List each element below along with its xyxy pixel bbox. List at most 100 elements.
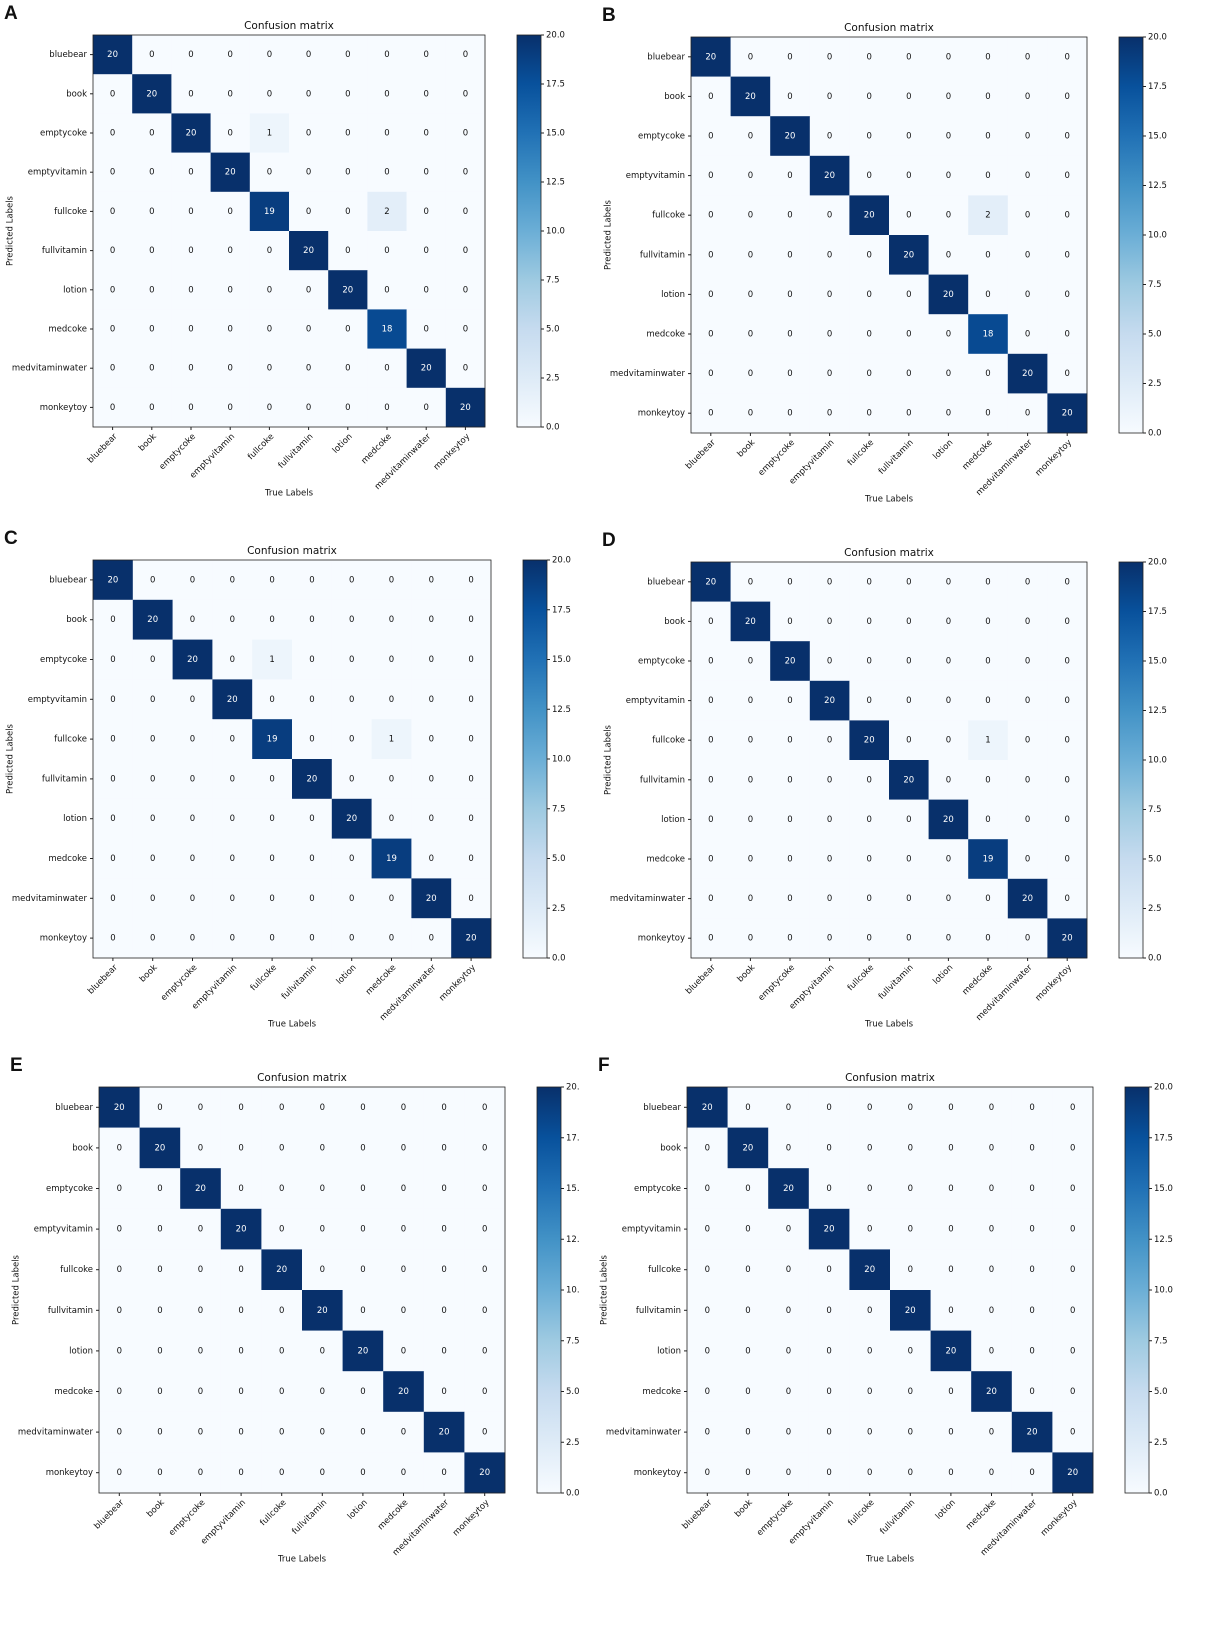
- cell-label: 0: [786, 1143, 791, 1153]
- colorbar-tick-label: 7.5: [566, 1336, 580, 1346]
- cell-label: 0: [360, 1143, 365, 1153]
- cell-label: 0: [946, 617, 951, 627]
- cell: [406, 191, 447, 232]
- cell: [406, 35, 447, 75]
- cell: [928, 918, 969, 959]
- cell-label: 2: [384, 207, 389, 217]
- cell-label: 0: [150, 814, 155, 824]
- cell-label: 0: [110, 403, 115, 413]
- y-tick-label: fullvitamin: [42, 774, 87, 784]
- cell: [132, 639, 173, 680]
- cell: [730, 76, 771, 117]
- cell: [1011, 1208, 1053, 1250]
- cell-label: 0: [906, 211, 911, 221]
- cell: [212, 838, 253, 879]
- cell-label: 0: [238, 1143, 243, 1153]
- cell: [768, 1330, 810, 1372]
- colorbar-tick-label: 0.0: [1148, 954, 1162, 964]
- cell-label: 0: [149, 168, 154, 178]
- colorbar-tick-label: 5.0: [566, 1387, 580, 1397]
- cell: [406, 231, 447, 271]
- cell-label: 0: [866, 330, 871, 340]
- cell: [252, 679, 293, 720]
- cell: [93, 759, 134, 800]
- cell-label: 0: [1070, 1265, 1075, 1275]
- cell: [691, 601, 731, 642]
- cell: [292, 599, 333, 640]
- cell-label: 0: [1029, 1387, 1034, 1397]
- cell: [180, 1290, 222, 1331]
- cell-label: 0: [708, 250, 713, 260]
- cell-label: 0: [188, 403, 193, 413]
- cell-label: 0: [1070, 1143, 1075, 1153]
- cell-label: 0: [867, 1143, 872, 1153]
- colorbar-tick-label: 12.5: [1148, 706, 1167, 716]
- cell-label: 0: [708, 211, 713, 221]
- cell: [171, 74, 211, 114]
- cell: [220, 1127, 262, 1169]
- cell: [261, 1168, 303, 1210]
- cell: [292, 838, 333, 879]
- cell-label: 0: [188, 50, 193, 60]
- cell-label: 0: [1064, 52, 1069, 62]
- cell: [1007, 314, 1048, 355]
- cell: [289, 309, 329, 349]
- cell-label: 0: [279, 1346, 284, 1356]
- cell-label: 20: [225, 168, 236, 178]
- cell-label: 0: [309, 615, 314, 625]
- cell: [730, 37, 771, 77]
- cell: [302, 1087, 343, 1128]
- cell-label: 0: [748, 657, 753, 667]
- cell-label: 0: [748, 250, 753, 260]
- cell-label: 0: [423, 129, 428, 139]
- cell-label: 0: [230, 774, 235, 784]
- cell-label: 0: [1025, 617, 1030, 627]
- cell: [809, 601, 850, 642]
- cell: [139, 1087, 181, 1128]
- cell: [249, 74, 290, 114]
- cell-label: 0: [705, 1225, 710, 1235]
- cell-label: 0: [157, 1428, 162, 1438]
- cell-label: 0: [1070, 1103, 1075, 1113]
- cell: [464, 1330, 506, 1372]
- cell-label: 20: [1062, 934, 1073, 944]
- cell: [968, 720, 1009, 761]
- cell-label: 0: [787, 92, 792, 102]
- cell-label: 0: [279, 1143, 284, 1153]
- cell-label: 0: [482, 1428, 487, 1438]
- cell-label: 0: [866, 290, 871, 300]
- cell: [687, 1249, 728, 1291]
- cell: [809, 720, 850, 761]
- cell-label: 0: [110, 814, 115, 824]
- cell: [406, 74, 447, 114]
- cell: [132, 35, 172, 75]
- cell: [930, 1290, 972, 1331]
- cell: [1007, 918, 1048, 959]
- x-tick-label: emptycoke: [158, 432, 198, 472]
- cell-label: 0: [906, 736, 911, 746]
- cell-label: 0: [866, 577, 871, 587]
- x-tick-label: bluebear: [86, 431, 120, 465]
- cell-label: 0: [867, 1428, 872, 1438]
- cell: [809, 680, 850, 721]
- cell-label: 0: [345, 325, 350, 335]
- cell: [289, 74, 329, 114]
- cell: [406, 309, 447, 349]
- x-tick-label: fullcoke: [246, 432, 276, 462]
- cell-label: 20: [154, 1143, 165, 1153]
- cell: [890, 1290, 931, 1331]
- cell-label: 0: [748, 290, 753, 300]
- colorbar-tick-label: 17.5: [1154, 1133, 1173, 1143]
- colorbar-tick-label: 15.0: [1154, 1184, 1173, 1194]
- cell: [727, 1087, 769, 1128]
- cell-label: 0: [188, 285, 193, 295]
- cell-label: 0: [230, 655, 235, 665]
- cell: [730, 116, 771, 157]
- cell-label: 0: [866, 775, 871, 785]
- cell-label: 0: [423, 325, 428, 335]
- cell-label: 0: [748, 855, 753, 865]
- cell-label: 20: [107, 575, 118, 585]
- cell-label: 0: [360, 1306, 365, 1316]
- cell-label: 0: [1029, 1306, 1034, 1316]
